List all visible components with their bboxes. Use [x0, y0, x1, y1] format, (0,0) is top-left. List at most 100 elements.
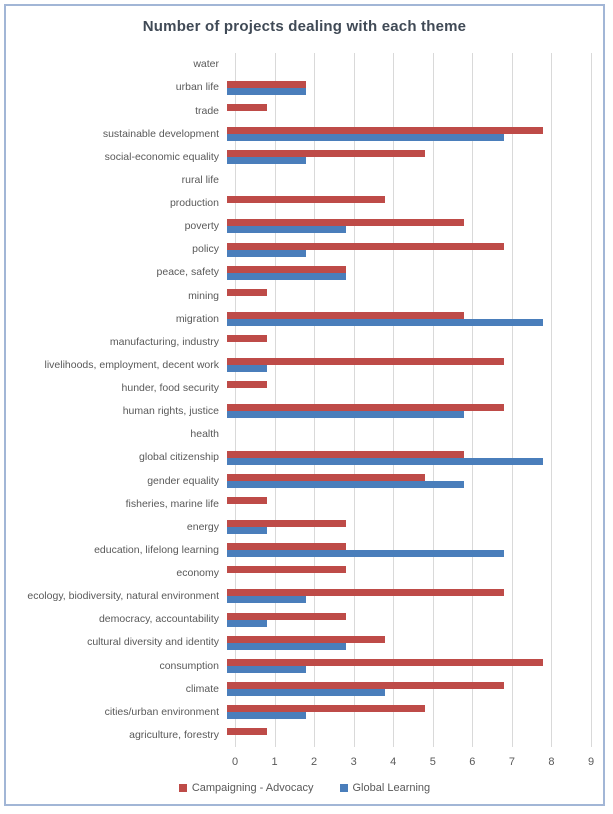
bar-global-learning: [227, 688, 386, 696]
category-label: human rights, justice: [122, 405, 219, 418]
x-tick-label: 8: [548, 756, 555, 768]
category-label: trade: [195, 104, 219, 117]
category-label: health: [190, 428, 219, 441]
bar-campaigning-advocacy: [227, 520, 346, 528]
bar-group: [227, 192, 583, 215]
category-label: democracy, accountability: [98, 613, 219, 626]
category-label: education, lifelong learning: [94, 543, 219, 556]
gridline: [551, 53, 553, 747]
bar-global-learning: [227, 619, 267, 627]
category-row: sustainable development: [6, 122, 591, 145]
bar-global-learning: [227, 133, 504, 141]
bar-global-learning: [227, 157, 307, 165]
category-row: cultural diversity and identity: [6, 631, 591, 654]
bar-campaigning-advocacy: [227, 196, 386, 204]
chart-title: Number of projects dealing with each the…: [142, 18, 467, 35]
category-label: policy: [192, 243, 219, 256]
category-row: economy: [6, 562, 591, 585]
category-row: human rights, justice: [6, 400, 591, 423]
category-label: peace, safety: [156, 266, 219, 279]
bar-group: [227, 122, 583, 145]
bar-group: [227, 331, 583, 354]
bar-group: [227, 354, 583, 377]
category-row: trade: [6, 99, 591, 122]
category-row: mining: [6, 284, 591, 307]
bar-global-learning: [227, 550, 504, 558]
category-row: agriculture, forestry: [6, 724, 591, 747]
category-row: peace, safety: [6, 261, 591, 284]
category-label: poverty: [184, 220, 219, 233]
x-axis: 0 1 2 3 4 5 6 7 8 9: [232, 756, 594, 770]
bar-global-learning: [227, 318, 544, 326]
category-label: economy: [176, 567, 219, 580]
category-row: health: [6, 423, 591, 446]
category-label: livelihoods, employment, decent work: [44, 358, 219, 371]
bar-global-learning: [227, 411, 465, 419]
gridline: [314, 53, 316, 747]
category-label: production: [169, 197, 219, 210]
bar-campaigning-advocacy: [227, 80, 307, 88]
category-row: cities/urban environment: [6, 701, 591, 724]
bar-campaigning-advocacy: [227, 265, 346, 273]
category-label: manufacturing, industry: [109, 335, 219, 348]
bar-group: [227, 631, 583, 654]
bar-group: [227, 284, 583, 307]
category-label: climate: [185, 682, 219, 695]
category-label: consumption: [159, 659, 219, 672]
category-row: ecology, biodiversity, natural environme…: [6, 585, 591, 608]
bar-group: [227, 76, 583, 99]
bar-global-learning: [227, 365, 267, 373]
bar-campaigning-advocacy: [227, 473, 425, 481]
gridline: [472, 53, 474, 747]
bar-group: [227, 562, 583, 585]
gridline: [591, 53, 592, 747]
category-label: migration: [175, 312, 219, 325]
category-row: urban life: [6, 76, 591, 99]
bar-campaigning-advocacy: [227, 126, 544, 134]
bar-group: [227, 377, 583, 400]
bar-group: [227, 608, 583, 631]
gridline: [353, 53, 355, 747]
bar-global-learning: [227, 712, 307, 720]
bar-campaigning-advocacy: [227, 589, 504, 597]
legend-label: Global Learning: [352, 782, 431, 794]
legend-swatch: [339, 784, 348, 792]
category-row: global citizenship: [6, 446, 591, 469]
bar-group: [227, 146, 583, 169]
category-label: hunder, food security: [121, 382, 219, 395]
bar-campaigning-advocacy: [227, 450, 465, 458]
category-row: social-economic equality: [6, 146, 591, 169]
bar-group: [227, 516, 583, 539]
x-tick-label: 6: [469, 756, 476, 768]
bar-campaigning-advocacy: [227, 103, 267, 111]
category-row: energy: [6, 516, 591, 539]
bar-campaigning-advocacy: [227, 311, 465, 319]
bar-group: [227, 446, 583, 469]
bar-campaigning-advocacy: [227, 635, 386, 643]
category-row: migration: [6, 307, 591, 330]
bar-group: [227, 654, 583, 677]
bar-campaigning-advocacy: [227, 543, 346, 551]
gridline: [393, 53, 395, 747]
bar-group: [227, 215, 583, 238]
x-tick-label: 4: [390, 756, 397, 768]
bar-campaigning-advocacy: [227, 658, 544, 666]
legend-item-campaigning-advocacy: Campaigning - Advocacy: [178, 782, 314, 794]
bar-campaigning-advocacy: [227, 150, 425, 158]
bar-campaigning-advocacy: [227, 404, 504, 412]
category-row: rural life: [6, 169, 591, 192]
bar-global-learning: [227, 249, 307, 257]
bar-global-learning: [227, 457, 544, 465]
category-row: gender equality: [6, 469, 591, 492]
bar-group: [227, 53, 583, 76]
bar-group: [227, 423, 583, 446]
legend-swatch: [178, 784, 187, 792]
category-label: sustainable development: [102, 127, 219, 140]
bar-campaigning-advocacy: [227, 566, 346, 574]
x-tick-label: 1: [271, 756, 278, 768]
category-row: consumption: [6, 654, 591, 677]
bar-global-learning: [227, 665, 307, 673]
bar-group: [227, 169, 583, 192]
legend-item-global-learning: Global Learning: [339, 782, 431, 794]
bar-group: [227, 492, 583, 515]
